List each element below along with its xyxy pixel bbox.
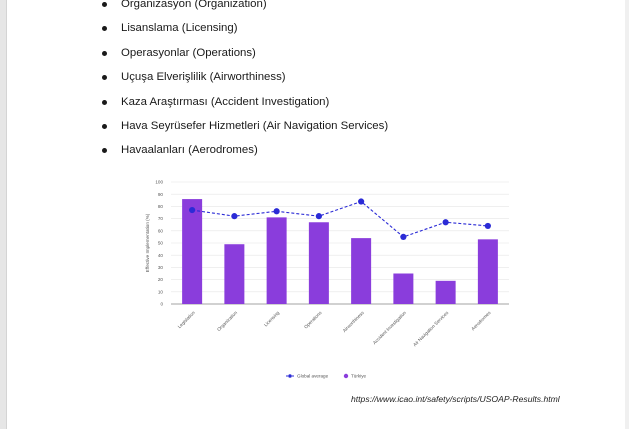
list-item: Hava Seyrüsefer Hizmetleri (Air Navigati… [100,114,388,138]
y-tick-label: 70 [158,216,164,221]
list-item: Lisanslama (Licensing) [100,16,388,40]
list-item-text: Organizasyon (Organization) [121,0,267,10]
global-average-point [231,213,238,220]
y-tick-label: 100 [155,180,163,185]
x-tick-label: Licensing [263,310,281,328]
legend-global-average-marker [288,374,292,378]
bar-turkiye [308,222,329,304]
x-tick-label: Air Navigation Services [412,310,450,348]
ei-comparison-chart: 0 10 20 30 40 50 60 70 80 90 100 Effective Implemen… [145,180,509,379]
list-item-text: Hava Seyrüsefer Hizmetleri (Air Navigati… [121,119,389,132]
bar-turkiye [393,273,414,304]
list-item-text: Operasyonlar (Operations) [121,46,256,59]
bar-turkiye [435,280,456,304]
bullet-icon [102,26,107,32]
y-tick-label: 30 [158,265,164,270]
bullet-icon [102,2,107,7]
list-item: Havaalanları (Aerodromes) [100,138,388,162]
bullet-icon [102,148,107,154]
source-citation: https://www.icao.int/safety/scripts/USOA… [351,394,560,404]
list-item-text: Havaalanları (Aerodromes) [121,144,258,157]
y-axis-label: Effective Implementation (%) [145,213,150,272]
audit-area-list: Organizasyon (Organization) Lisanslama (… [100,0,388,163]
list-item: Organizasyon (Organization) [100,0,388,16]
y-tick-label: 80 [158,204,164,209]
y-tick-label: 20 [158,277,164,282]
list-item-text: Kaza Araştırması (Accident Investigation… [121,95,330,108]
x-tick-label: Operations [303,310,323,330]
list-item: Operasyonlar (Operations) [100,41,388,65]
x-tick-label: Legislation [177,310,196,329]
global-average-point [358,198,365,205]
y-tick-label: 0 [160,302,163,307]
global-average-point [484,222,491,230]
list-item-text: Uçuşa Elverişlilik (Airworthiness) [121,71,286,84]
x-tick-label: Airworthiness [342,310,366,334]
y-tick-label: 10 [158,289,164,294]
bar-turkiye [182,199,203,304]
global-average-point [189,206,196,214]
y-tick-label: 50 [158,241,164,246]
bar-turkiye [351,238,372,304]
global-average-point [273,208,280,215]
page-right-margin [625,0,629,429]
global-average-point [315,213,322,220]
page-left-margin [0,0,7,429]
bullet-icon [102,99,107,105]
list-item: Uçuşa Elverişlilik (Airworthiness) [100,65,388,89]
y-tick-label: 90 [158,192,164,197]
x-tick-label: Aerodromes [470,310,492,332]
bullet-icon [102,75,107,81]
y-tick-label: 60 [158,228,164,233]
global-average-line [192,200,488,238]
legend-turkiye-marker [343,373,349,379]
list-item: Kaza Araştırması (Accident Investigation… [100,90,388,114]
x-tick-label: Organization [216,310,238,332]
x-tick-label: Accident Investigation [372,310,407,345]
legend-turkiye-label: Türkiye [351,374,367,379]
bar-turkiye [224,244,245,304]
bullet-icon [102,50,107,56]
global-average-point [400,233,407,240]
bullet-icon [102,123,107,129]
legend-global-average-label: Global average [297,374,329,379]
y-tick-label: 40 [158,253,164,258]
global-average-point [442,219,449,226]
list-item-text: Lisanslama (Licensing) [121,22,238,35]
bar-turkiye [477,239,498,304]
bar-turkiye [266,217,287,304]
